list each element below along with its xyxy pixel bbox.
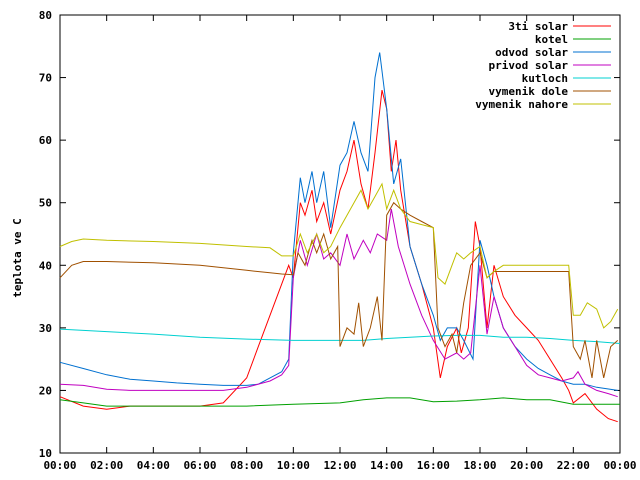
- y-axis-label: teplota ve C: [11, 218, 24, 297]
- x-tick-label: 00:00: [43, 459, 76, 472]
- legend-label: kotel: [535, 33, 568, 46]
- y-tick-label: 70: [39, 72, 52, 85]
- x-tick-label: 02:00: [90, 459, 123, 472]
- x-tick-label: 16:00: [417, 459, 450, 472]
- x-tick-label: 04:00: [137, 459, 170, 472]
- y-tick-label: 80: [39, 9, 52, 22]
- legend-label: 3ti solar: [508, 20, 568, 33]
- series-line-privod-solar: [59, 208, 618, 398]
- y-tick-label: 40: [39, 259, 52, 272]
- y-tick-label: 20: [39, 384, 52, 397]
- x-tick-label: 00:00: [603, 459, 636, 472]
- x-tick-label: 18:00: [463, 459, 496, 472]
- y-tick-label: 10: [39, 447, 52, 460]
- x-tick-label: 12:00: [323, 459, 356, 472]
- legend-label: privod solar: [489, 59, 569, 72]
- legend-label: kutloch: [522, 72, 568, 85]
- x-tick-label: 06:00: [183, 459, 216, 472]
- x-tick-label: 20:00: [510, 459, 543, 472]
- y-tick-label: 50: [39, 197, 52, 210]
- x-tick-label: 22:00: [557, 459, 590, 472]
- x-tick-label: 14:00: [370, 459, 403, 472]
- x-tick-label: 08:00: [230, 459, 263, 472]
- x-axis-ticks: 00:00 02:00 04:00 06:00 08:00 10:00 12:00 14:00…: [43, 15, 637, 472]
- y-tick-label: 60: [39, 134, 52, 147]
- y-axis-title: teplota ve C: [11, 218, 24, 297]
- series-line-kutloch: [59, 328, 621, 344]
- y-tick-label: 30: [39, 322, 52, 335]
- series-line-vymenik-nahore: [59, 182, 619, 329]
- legend-label: odvod solar: [495, 46, 568, 59]
- y-axis-ticks: 10 20 30 40 50 60 70 80: [39, 9, 620, 460]
- series-layer: [59, 52, 621, 423]
- series-line-kotel: [59, 397, 620, 407]
- legend-label: vymenik nahore: [475, 98, 568, 111]
- x-tick-label: 10:00: [277, 459, 310, 472]
- legend-label: vymenik dole: [489, 85, 569, 98]
